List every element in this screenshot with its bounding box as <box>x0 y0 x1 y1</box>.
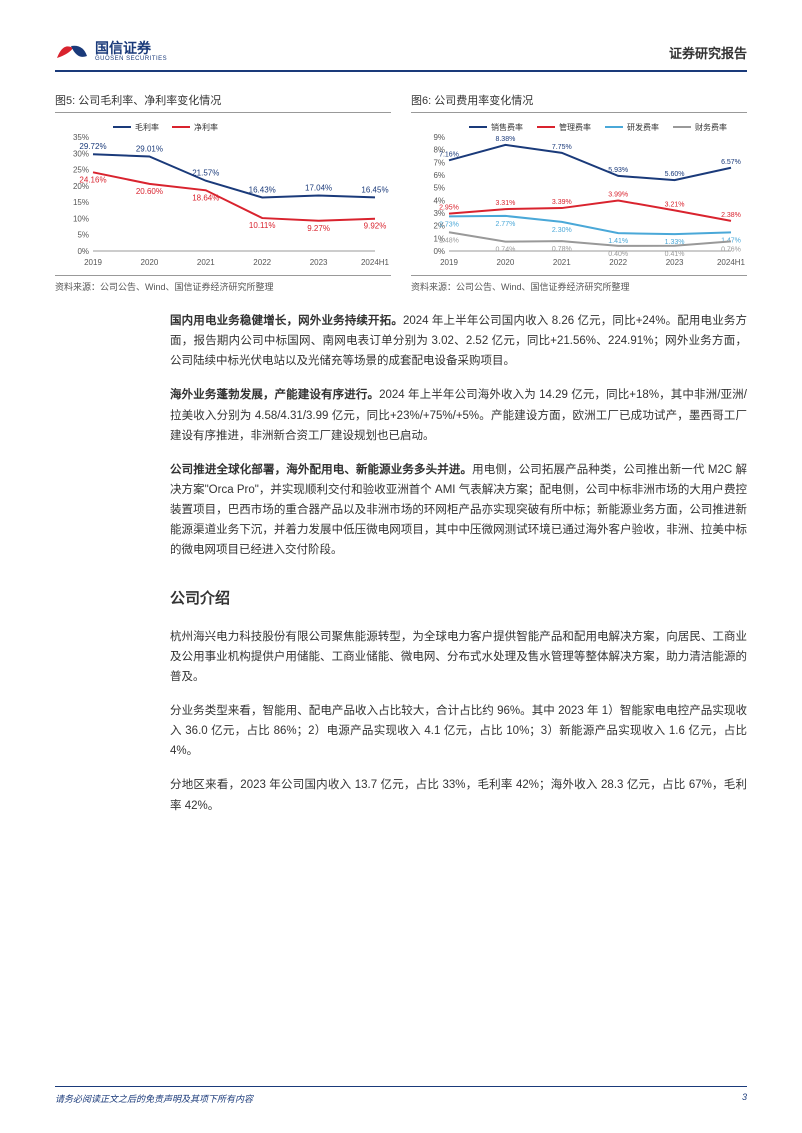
svg-text:5%: 5% <box>77 231 89 240</box>
chart6-block: 图6: 公司费用率变化情况 销售费率管理费率研发费率财务费率0%1%2%3%4%… <box>411 92 747 293</box>
p3-body: 用电侧，公司拓展产品种类，公司推出新一代 M2C 解决方案"Orca Pro"，… <box>170 464 747 557</box>
body-text: 国内用电业务稳健增长，网外业务持续开拓。2024 年上半年公司国内收入 8.26… <box>170 311 747 816</box>
logo-block: 国信证券 GUOSEN SECURITIES <box>55 40 167 64</box>
svg-text:8.38%: 8.38% <box>495 136 515 143</box>
svg-text:2021: 2021 <box>553 258 571 267</box>
svg-text:29.72%: 29.72% <box>79 142 106 151</box>
svg-text:毛利率: 毛利率 <box>135 122 159 132</box>
svg-text:7.16%: 7.16% <box>439 151 459 158</box>
svg-text:3.39%: 3.39% <box>552 199 572 206</box>
svg-text:17.04%: 17.04% <box>305 183 332 192</box>
charts-row: 图5: 公司毛利率、净利率变化情况 毛利率净利率0%5%10%15%20%25%… <box>55 92 747 293</box>
svg-text:18.64%: 18.64% <box>192 193 219 202</box>
svg-text:3.21%: 3.21% <box>665 201 685 208</box>
svg-text:3.99%: 3.99% <box>608 191 628 198</box>
svg-text:5.93%: 5.93% <box>608 167 628 174</box>
svg-text:2.30%: 2.30% <box>552 227 572 234</box>
svg-text:10.11%: 10.11% <box>249 221 276 230</box>
p2-lead: 海外业务蓬勃发展，产能建设有序进行。 <box>170 389 379 401</box>
svg-text:2020: 2020 <box>497 258 515 267</box>
svg-text:2022: 2022 <box>253 258 271 267</box>
svg-text:0.41%: 0.41% <box>665 251 685 258</box>
svg-text:15%: 15% <box>73 198 89 207</box>
svg-text:16.45%: 16.45% <box>361 185 388 194</box>
paragraph-3: 公司推进全球化部署，海外配用电、新能源业务多头并进。用电侧，公司拓展产品种类，公… <box>170 460 747 561</box>
svg-text:6.57%: 6.57% <box>721 159 741 166</box>
paragraph-6: 分地区来看，2023 年公司国内收入 13.7 亿元，占比 33%，毛利率 42… <box>170 775 747 815</box>
svg-text:6%: 6% <box>433 171 445 180</box>
svg-text:2023: 2023 <box>310 258 328 267</box>
svg-text:7.75%: 7.75% <box>552 144 572 151</box>
p1-lead: 国内用电业务稳健增长，网外业务持续开拓。 <box>170 315 403 327</box>
svg-text:2.38%: 2.38% <box>721 212 741 219</box>
svg-text:10%: 10% <box>73 214 89 223</box>
svg-text:0.40%: 0.40% <box>608 251 628 258</box>
page-header: 国信证券 GUOSEN SECURITIES 证券研究报告 <box>55 40 747 72</box>
svg-text:2.73%: 2.73% <box>439 221 459 228</box>
svg-text:2023: 2023 <box>666 258 684 267</box>
svg-text:2019: 2019 <box>84 258 102 267</box>
page-footer: 请务必阅读正文之后的免责声明及其项下所有内容 3 <box>55 1086 747 1105</box>
chart5-canvas: 毛利率净利率0%5%10%15%20%25%30%35%201920202021… <box>55 119 391 269</box>
svg-text:7%: 7% <box>433 158 445 167</box>
svg-text:1.47%: 1.47% <box>721 237 741 244</box>
svg-text:管理费率: 管理费率 <box>559 122 591 132</box>
svg-text:25%: 25% <box>73 166 89 175</box>
svg-text:3.31%: 3.31% <box>495 200 515 207</box>
svg-text:2.77%: 2.77% <box>495 221 515 228</box>
chart5-source: 资料来源：公司公告、Wind、国信证券经济研究所整理 <box>55 275 391 293</box>
logo-text-cn: 国信证券 <box>95 41 167 56</box>
footer-disclaimer: 请务必阅读正文之后的免责声明及其项下所有内容 <box>55 1092 253 1105</box>
svg-text:9%: 9% <box>433 133 445 142</box>
paragraph-4: 杭州海兴电力科技股份有限公司聚焦能源转型，为全球电力客户提供智能产品和配用电解决… <box>170 627 747 687</box>
paragraph-2: 海外业务蓬勃发展，产能建设有序进行。2024 年上半年公司海外收入为 14.29… <box>170 385 747 445</box>
svg-text:研发费率: 研发费率 <box>627 122 659 132</box>
svg-text:2021: 2021 <box>197 258 215 267</box>
svg-text:16.43%: 16.43% <box>249 185 276 194</box>
svg-text:24.16%: 24.16% <box>79 175 106 184</box>
svg-text:0.74%: 0.74% <box>495 247 515 254</box>
svg-text:20.60%: 20.60% <box>136 187 163 196</box>
chart5-title: 图5: 公司毛利率、净利率变化情况 <box>55 92 391 113</box>
svg-text:21.57%: 21.57% <box>192 169 219 178</box>
svg-text:2.95%: 2.95% <box>439 205 459 212</box>
svg-text:2024H1: 2024H1 <box>717 258 746 267</box>
svg-text:5%: 5% <box>433 184 445 193</box>
svg-text:2024H1: 2024H1 <box>361 258 390 267</box>
chart6-source: 资料来源：公司公告、Wind、国信证券经济研究所整理 <box>411 275 747 293</box>
svg-text:1.48%: 1.48% <box>439 237 459 244</box>
svg-text:财务费率: 财务费率 <box>695 122 727 132</box>
paragraph-5: 分业务类型来看，智能用、配电产品收入占比较大，合计占比约 96%。其中 2023… <box>170 701 747 761</box>
report-type: 证券研究报告 <box>669 43 747 62</box>
svg-text:0%: 0% <box>77 247 89 256</box>
p3-lead: 公司推进全球化部署，海外配用电、新能源业务多头并进。 <box>170 464 472 476</box>
svg-text:5.60%: 5.60% <box>665 171 685 178</box>
chart5-block: 图5: 公司毛利率、净利率变化情况 毛利率净利率0%5%10%15%20%25%… <box>55 92 391 293</box>
svg-text:9.92%: 9.92% <box>364 222 387 231</box>
svg-text:2022: 2022 <box>609 258 627 267</box>
svg-text:净利率: 净利率 <box>194 122 218 132</box>
section-title: 公司介绍 <box>170 586 747 612</box>
chart6-canvas: 销售费率管理费率研发费率财务费率0%1%2%3%4%5%6%7%8%9%2019… <box>411 119 747 269</box>
svg-text:0%: 0% <box>433 247 445 256</box>
svg-text:29.01%: 29.01% <box>136 145 163 154</box>
logo-text-en: GUOSEN SECURITIES <box>95 56 167 63</box>
svg-text:9.27%: 9.27% <box>307 224 330 233</box>
paragraph-1: 国内用电业务稳健增长，网外业务持续开拓。2024 年上半年公司国内收入 8.26… <box>170 311 747 371</box>
svg-text:0.78%: 0.78% <box>552 246 572 253</box>
svg-text:0.76%: 0.76% <box>721 246 741 253</box>
svg-text:2020: 2020 <box>141 258 159 267</box>
svg-text:2019: 2019 <box>440 258 458 267</box>
svg-text:销售费率: 销售费率 <box>491 122 523 132</box>
footer-page-number: 3 <box>742 1092 747 1105</box>
svg-text:1.41%: 1.41% <box>608 238 628 245</box>
svg-text:35%: 35% <box>73 133 89 142</box>
guosen-logo-icon <box>55 40 89 64</box>
chart6-title: 图6: 公司费用率变化情况 <box>411 92 747 113</box>
